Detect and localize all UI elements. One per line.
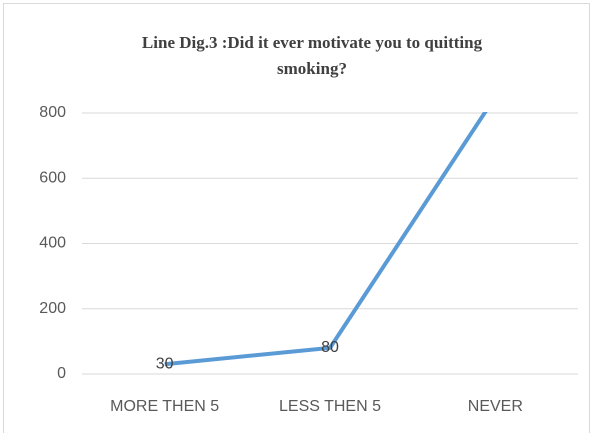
x-tick-label: MORE THEN 5	[110, 398, 219, 415]
x-tick-label: LESS THEN 5	[279, 398, 381, 415]
y-tick-label: 600	[39, 169, 66, 186]
y-tick-label: 200	[39, 300, 66, 317]
data-label: 30	[156, 355, 174, 372]
y-tick-label: 0	[57, 365, 66, 382]
y-tick-label: 800	[39, 104, 66, 121]
data-label: 80	[321, 339, 339, 356]
chart-border	[3, 3, 590, 433]
x-tick-label: NEVER	[468, 398, 523, 415]
chart-title: Line Dig.3 :Did it ever motivate you to …	[141, 33, 483, 78]
line-series	[164, 112, 488, 367]
y-tick-label: 400	[39, 235, 66, 252]
